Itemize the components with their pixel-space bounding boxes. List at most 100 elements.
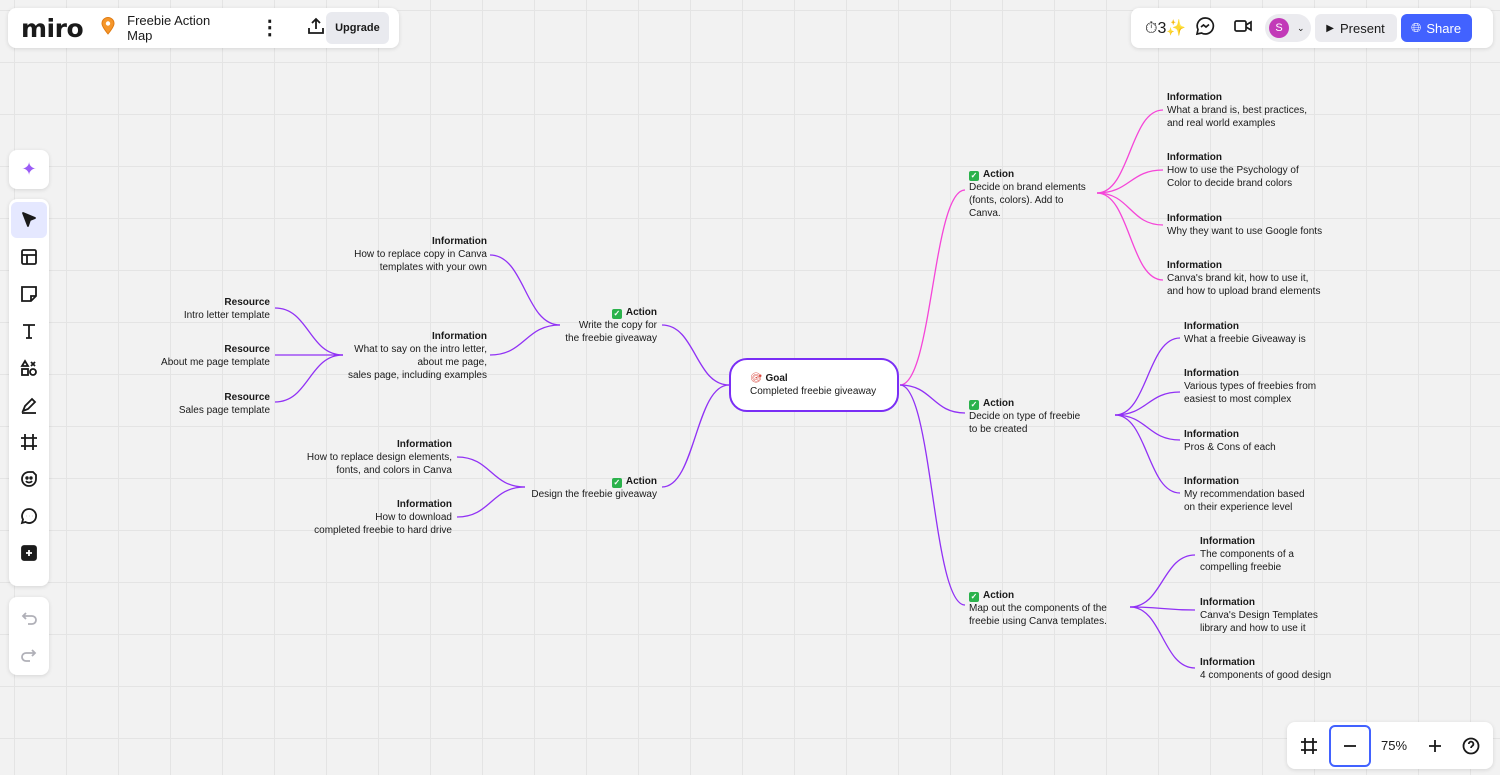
node-text: My recommendation based on their experie… (1184, 489, 1305, 513)
node-text: Pros & Cons of each (1184, 442, 1276, 453)
more-tools-button[interactable] (11, 535, 47, 571)
information-node[interactable]: Information How to download completed fre… (314, 498, 452, 537)
information-node[interactable]: Information How to replace copy in Canva … (354, 235, 487, 274)
node-title: Information (397, 499, 452, 510)
goal-node[interactable]: 🎯︎ Goal Completed freebie giveaway (729, 358, 899, 412)
pen-icon (21, 397, 37, 414)
plus-icon (1429, 739, 1441, 752)
node-text: Decide on brand elements (fonts, colors)… (969, 182, 1086, 219)
video-call-icon[interactable] (1233, 16, 1253, 41)
help-icon (1462, 737, 1480, 754)
share-button[interactable]: 🌐︎ Share (1400, 14, 1472, 42)
node-text: How to replace copy in Canva templates w… (354, 249, 487, 273)
information-node[interactable]: Information Pros & Cons of each (1184, 428, 1276, 454)
resource-node[interactable]: Resource Sales page template (179, 391, 270, 417)
information-node[interactable]: Information Why they want to use Google f… (1167, 212, 1322, 238)
action-node[interactable]: ✓ Action Map out the components of the fre… (969, 589, 1107, 628)
connector-line (1096, 109, 1164, 194)
node-text: How to replace design elements, fonts, a… (306, 452, 452, 476)
node-text: Canva's Design Templates library and how… (1200, 610, 1318, 634)
goal-text: Completed freebie giveaway (750, 386, 877, 397)
stickers-tool[interactable] (11, 461, 47, 497)
zoom-level[interactable]: 75% (1380, 738, 1408, 753)
comment-icon (20, 508, 37, 525)
resource-node[interactable]: Resource Intro letter template (184, 296, 270, 322)
node-text: Various types of freebies from easiest t… (1184, 381, 1317, 405)
checkmark-icon: ✓ (969, 592, 979, 602)
node-text: Design the freebie giveaway (531, 489, 657, 500)
sticky-note-tool[interactable] (11, 276, 47, 312)
node-text: Decide on type of freebie to be created (969, 411, 1081, 435)
node-text: Canva's brand kit, how to use it, and ho… (1167, 273, 1321, 297)
information-node[interactable]: Information What to say on the intro lett… (348, 330, 487, 382)
node-title: Information (1184, 368, 1239, 379)
chat-icon[interactable] (1195, 16, 1215, 41)
connector-line (661, 324, 730, 386)
node-title: Resource (224, 344, 270, 355)
frame-tool[interactable] (11, 424, 47, 460)
information-node[interactable]: Information Canva's brand kit, how to use… (1167, 259, 1320, 298)
information-node[interactable]: Information What a brand is, best practic… (1167, 91, 1307, 130)
node-text: How to download completed freebie to har… (314, 512, 452, 536)
pen-tool[interactable] (11, 387, 47, 423)
node-text: About me page template (161, 357, 270, 368)
play-icon: ▶ (1326, 22, 1334, 34)
node-title: Information (1167, 92, 1222, 103)
node-title: Information (432, 236, 487, 247)
reactions-icon[interactable]: ⏱3✨ (1145, 20, 1187, 37)
node-text: The components of a compelling freebie (1200, 549, 1294, 573)
action-node[interactable]: ✓ Action Decide on type of freebie to be c… (969, 397, 1080, 436)
export-icon[interactable] (306, 16, 326, 41)
node-text: What to say on the intro letter, about m… (348, 344, 487, 381)
user-menu[interactable]: S ⌄ (1265, 14, 1311, 42)
information-node[interactable]: Information Various types of freebies fro… (1184, 367, 1316, 406)
help-button[interactable] (1453, 728, 1489, 764)
node-text: Sales page template (178, 405, 270, 416)
ai-assist-button[interactable]: ✦ (9, 150, 49, 189)
information-node[interactable]: Information The components of a compellin… (1200, 535, 1294, 574)
fit-to-screen-button[interactable] (1291, 728, 1327, 764)
checkmark-icon: ✓ (611, 478, 622, 488)
redo-button[interactable] (11, 637, 47, 673)
board-header: miro Freebie Action Map ⋮ Upgrade (8, 8, 399, 48)
zoom-out-button[interactable] (1329, 724, 1371, 767)
sparkle-icon: ✦ (21, 159, 37, 179)
redo-icon (21, 649, 37, 662)
connector-line (456, 486, 526, 518)
shapes-tool[interactable] (11, 350, 47, 386)
minus-icon (1344, 744, 1356, 747)
chevron-down-icon: ⌄ (1297, 22, 1305, 33)
target-icon: 🎯︎ (750, 373, 763, 384)
node-text: Why they want to use Google fonts (1167, 226, 1323, 237)
checkmark-icon: ✓ (969, 400, 979, 410)
information-node[interactable]: Information Canva's Design Templates libr… (1200, 596, 1318, 635)
more-options-icon[interactable]: ⋮ (259, 17, 280, 39)
action-node[interactable]: ✓ Action Design the freebie giveaway (531, 475, 657, 501)
node-title: Action (983, 590, 1015, 601)
board-title[interactable]: Freebie Action Map (127, 13, 211, 43)
shapes-icon (20, 359, 37, 376)
information-node[interactable]: Information How to use the Psychology of … (1167, 151, 1299, 190)
node-title: Information (397, 439, 452, 450)
information-node[interactable]: Information What a freebie Giveaway is (1184, 320, 1306, 346)
upgrade-button[interactable]: Upgrade (325, 12, 389, 44)
resource-node[interactable]: Resource About me page template (161, 343, 270, 369)
undo-button[interactable] (11, 600, 47, 636)
present-button[interactable]: ▶ Present (1314, 14, 1397, 42)
connector-line (899, 384, 966, 414)
connector-line (1096, 192, 1164, 226)
action-node[interactable]: ✓ Action Write the copy for the freebie gi… (565, 306, 657, 345)
select-tool[interactable] (11, 202, 47, 238)
information-node[interactable]: Information My recommendation based on th… (1184, 475, 1305, 514)
action-node[interactable]: ✓ Action Decide on brand elements (fonts, … (969, 168, 1086, 220)
node-title: Information (1167, 260, 1222, 271)
template-icon (21, 249, 37, 265)
information-node[interactable]: Information 4 components of good design (1200, 656, 1331, 682)
comment-tool[interactable] (11, 498, 47, 534)
node-title: Information (1200, 657, 1255, 668)
templates-tool[interactable] (11, 239, 47, 275)
miro-logo[interactable]: miro (21, 13, 84, 43)
zoom-in-button[interactable] (1417, 728, 1453, 764)
information-node[interactable]: Information How to replace design element… (307, 438, 452, 477)
text-tool[interactable] (11, 313, 47, 349)
